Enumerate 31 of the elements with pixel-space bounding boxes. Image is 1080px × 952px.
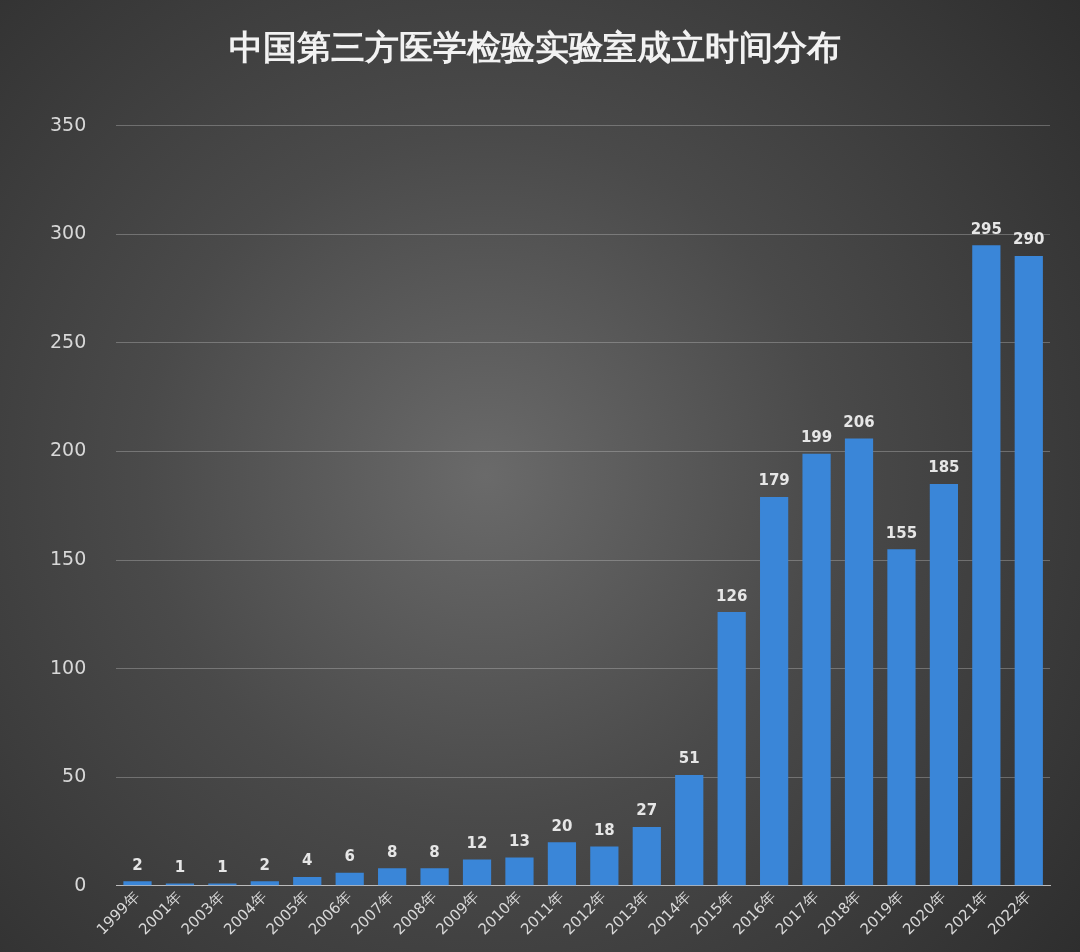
data-label: 290 xyxy=(1013,230,1045,249)
data-label: 199 xyxy=(800,428,833,447)
data-label: 4 xyxy=(302,851,313,870)
data-label: 126 xyxy=(716,586,748,605)
data-label: 2 xyxy=(259,855,271,874)
data-label: 12 xyxy=(466,834,488,853)
data-label: 8 xyxy=(386,842,398,861)
y-tick-label: 0 xyxy=(74,872,87,895)
data-label: 179 xyxy=(758,471,790,490)
data-label: 1 xyxy=(174,857,186,876)
data-label: 6 xyxy=(344,847,355,866)
data-label: 155 xyxy=(885,523,918,542)
data-label: 13 xyxy=(509,831,530,850)
y-tick-label: 200 xyxy=(50,438,87,461)
y-tick-label: 100 xyxy=(50,655,87,678)
y-tick-label: 350 xyxy=(50,112,87,135)
y-tick-label: 150 xyxy=(50,546,87,569)
data-label: 206 xyxy=(843,412,875,431)
y-tick-label: 250 xyxy=(50,329,87,352)
data-label: 8 xyxy=(429,842,440,861)
data-label: 295 xyxy=(970,219,1002,238)
data-label: 20 xyxy=(551,816,573,835)
y-tick-label: 50 xyxy=(62,764,87,787)
data-label: 185 xyxy=(928,458,960,477)
data-label: 27 xyxy=(636,801,658,820)
y-tick-label: 300 xyxy=(50,221,87,244)
data-label: 2 xyxy=(132,855,143,874)
chart-title: 中国第三方医学检验实验室成立时间分布 xyxy=(229,27,841,68)
data-label: 1 xyxy=(217,857,228,876)
data-label: 18 xyxy=(593,820,615,839)
data-label: 51 xyxy=(678,749,700,768)
